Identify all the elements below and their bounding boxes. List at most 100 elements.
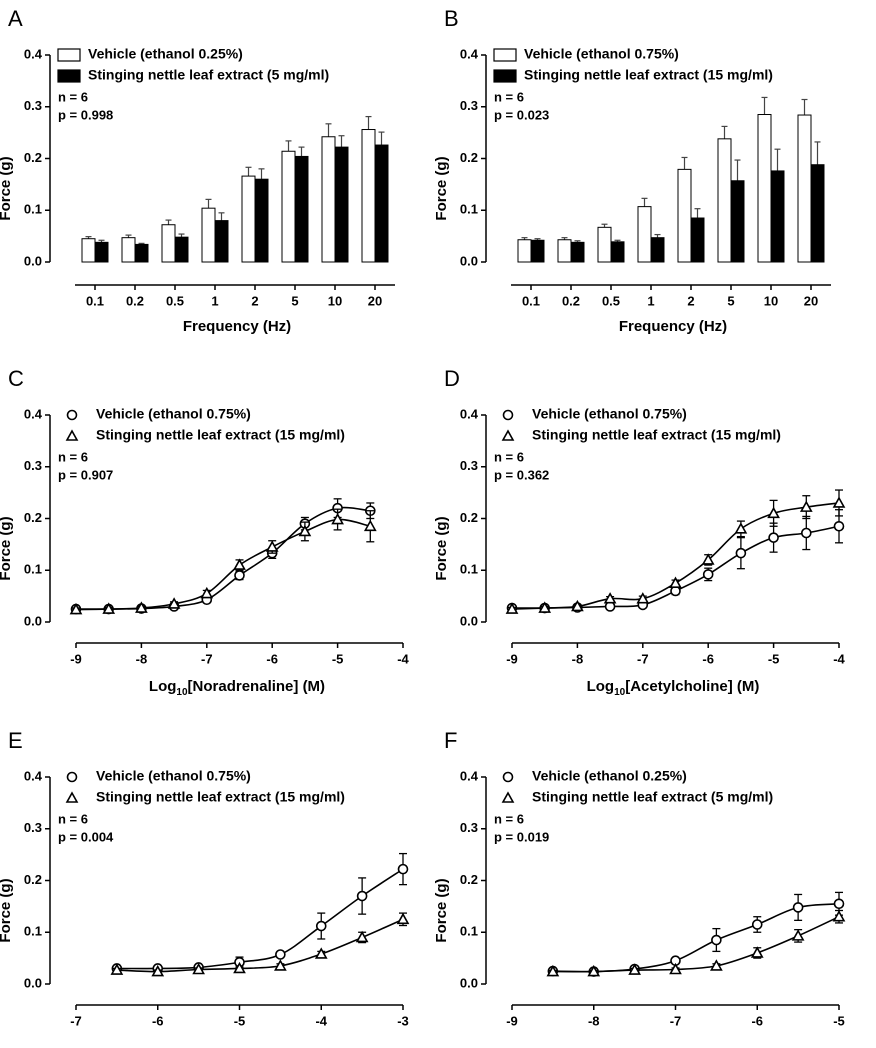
point bbox=[331, 512, 344, 525]
curve bbox=[552, 916, 840, 973]
annotation: n = 6 bbox=[494, 89, 524, 104]
x-axis-label-part: 10 bbox=[614, 687, 626, 698]
point bbox=[571, 599, 584, 612]
y-tick-label: 0.1 bbox=[460, 562, 478, 577]
bar bbox=[174, 236, 189, 263]
point bbox=[397, 863, 409, 875]
bar bbox=[690, 217, 705, 263]
point bbox=[265, 540, 279, 552]
x-axis-label-part: [Noradrenaline] (M) bbox=[188, 678, 326, 695]
x-tick-label: -7 bbox=[70, 1013, 82, 1028]
y-tick-label: 0.2 bbox=[24, 150, 42, 165]
annotation: n = 6 bbox=[58, 449, 88, 464]
annotation: p = 0.004 bbox=[58, 829, 114, 844]
x-tick-label: 20 bbox=[368, 293, 382, 308]
x-tick-label: -7 bbox=[670, 1013, 682, 1028]
point bbox=[832, 496, 846, 508]
y-axis-label: Force (g) bbox=[0, 878, 14, 942]
point bbox=[363, 519, 377, 532]
bar bbox=[254, 178, 269, 263]
point bbox=[167, 597, 181, 609]
annotation: n = 6 bbox=[58, 89, 88, 104]
x-tick-label: -8 bbox=[588, 1013, 600, 1028]
point bbox=[833, 520, 845, 532]
y-tick-label: 0.1 bbox=[24, 924, 42, 939]
x-tick-label: -4 bbox=[833, 651, 845, 666]
point bbox=[799, 500, 813, 512]
bar bbox=[637, 206, 652, 263]
y-tick-label: 0.3 bbox=[24, 98, 42, 113]
point bbox=[751, 919, 763, 930]
bar bbox=[797, 114, 812, 263]
bar bbox=[121, 237, 136, 263]
y-tick-label: 0.1 bbox=[460, 924, 478, 939]
y-tick-label: 0.1 bbox=[460, 202, 478, 217]
y-axis-label: Force (g) bbox=[0, 516, 14, 580]
x-tick-label: 10 bbox=[328, 293, 342, 308]
x-axis-label-part: Log bbox=[587, 678, 615, 695]
y-tick-label: 0.2 bbox=[460, 872, 478, 887]
panel-label: A bbox=[8, 6, 23, 31]
point bbox=[735, 547, 747, 559]
bar bbox=[677, 168, 692, 263]
x-tick-label: 2 bbox=[251, 293, 258, 308]
legend-label: Vehicle (ethanol 0.75%) bbox=[532, 406, 687, 422]
x-tick-label: 0.2 bbox=[562, 293, 580, 308]
x-tick-label: -6 bbox=[751, 1013, 763, 1028]
legend-label: Vehicle (ethanol 0.75%) bbox=[96, 768, 251, 784]
bar bbox=[374, 144, 389, 263]
point bbox=[603, 592, 617, 604]
panel-label: E bbox=[8, 728, 23, 753]
x-tick-label: -8 bbox=[136, 651, 148, 666]
x-tick-label: 0.2 bbox=[126, 293, 144, 308]
point bbox=[274, 959, 287, 971]
y-tick-label: 0.4 bbox=[460, 46, 479, 61]
y-axis-label: Force (g) bbox=[0, 156, 14, 220]
bar bbox=[281, 150, 296, 263]
annotation: p = 0.019 bbox=[494, 829, 549, 844]
point bbox=[200, 586, 214, 599]
y-axis-label: Force (g) bbox=[433, 516, 450, 580]
bar bbox=[610, 241, 625, 263]
point bbox=[833, 898, 845, 910]
y-tick-label: 0.4 bbox=[24, 46, 43, 61]
x-axis-label-part: 10 bbox=[176, 687, 188, 698]
y-tick-label: 0.1 bbox=[24, 202, 42, 217]
x-tick-label: -9 bbox=[506, 651, 518, 666]
bar bbox=[361, 129, 376, 263]
bar bbox=[334, 146, 349, 263]
legend-label: Vehicle (ethanol 0.25%) bbox=[532, 768, 687, 784]
y-tick-label: 0.2 bbox=[24, 872, 42, 887]
y-tick-label: 0.0 bbox=[24, 253, 42, 268]
y-tick-label: 0.3 bbox=[460, 98, 478, 113]
y-tick-label: 0.4 bbox=[24, 768, 43, 783]
legend-symbol bbox=[66, 409, 78, 421]
x-tick-label: 0.1 bbox=[86, 293, 104, 308]
x-tick-label: -4 bbox=[397, 651, 409, 666]
curve bbox=[116, 868, 404, 970]
point bbox=[750, 946, 764, 958]
legend-swatch bbox=[493, 48, 517, 62]
y-tick-label: 0.2 bbox=[24, 510, 42, 525]
point bbox=[701, 553, 715, 565]
annotation: n = 6 bbox=[58, 811, 88, 826]
legend-symbol bbox=[65, 429, 79, 441]
point bbox=[711, 934, 722, 946]
point bbox=[702, 569, 714, 580]
point bbox=[734, 522, 748, 534]
point bbox=[768, 532, 779, 543]
y-tick-label: 0.2 bbox=[460, 510, 478, 525]
legend-symbol bbox=[502, 771, 514, 783]
x-axis-label: Log10[Acetylcholine] (M) bbox=[587, 678, 760, 698]
point bbox=[767, 506, 780, 519]
point bbox=[587, 964, 601, 977]
point bbox=[69, 602, 83, 615]
x-tick-label: 1 bbox=[211, 293, 218, 308]
y-tick-label: 0.0 bbox=[460, 613, 478, 628]
legend-label: Vehicle (ethanol 0.25%) bbox=[88, 46, 243, 62]
x-tick-label: -7 bbox=[637, 651, 649, 666]
x-axis-label: Frequency (Hz) bbox=[619, 318, 727, 335]
y-tick-label: 0.0 bbox=[460, 975, 478, 990]
bar bbox=[241, 175, 256, 263]
point bbox=[792, 902, 804, 913]
